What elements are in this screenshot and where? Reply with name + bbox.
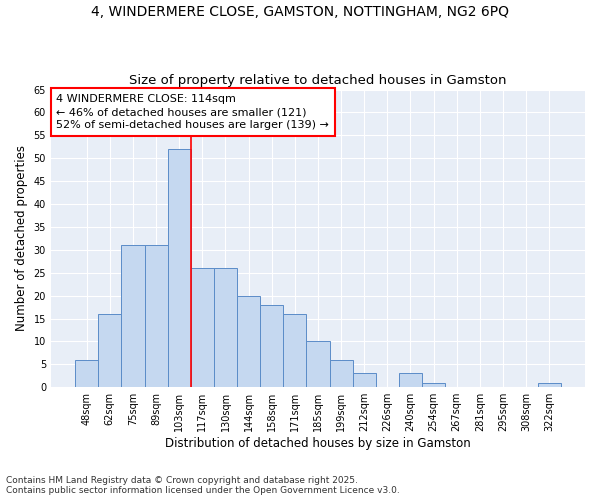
X-axis label: Distribution of detached houses by size in Gamston: Distribution of detached houses by size … bbox=[165, 437, 471, 450]
Bar bbox=[191, 268, 214, 387]
Bar bbox=[260, 305, 283, 387]
Bar bbox=[167, 149, 191, 387]
Bar bbox=[307, 342, 329, 387]
Bar bbox=[538, 382, 561, 387]
Bar bbox=[98, 314, 121, 387]
Text: 4 WINDERMERE CLOSE: 114sqm
← 46% of detached houses are smaller (121)
52% of sem: 4 WINDERMERE CLOSE: 114sqm ← 46% of deta… bbox=[56, 94, 329, 130]
Bar bbox=[329, 360, 353, 387]
Y-axis label: Number of detached properties: Number of detached properties bbox=[15, 146, 28, 332]
Bar bbox=[353, 374, 376, 387]
Text: Contains HM Land Registry data © Crown copyright and database right 2025.
Contai: Contains HM Land Registry data © Crown c… bbox=[6, 476, 400, 495]
Bar bbox=[399, 374, 422, 387]
Bar bbox=[145, 246, 167, 387]
Bar bbox=[75, 360, 98, 387]
Bar bbox=[121, 246, 145, 387]
Text: 4, WINDERMERE CLOSE, GAMSTON, NOTTINGHAM, NG2 6PQ: 4, WINDERMERE CLOSE, GAMSTON, NOTTINGHAM… bbox=[91, 5, 509, 19]
Bar bbox=[422, 382, 445, 387]
Bar bbox=[237, 296, 260, 387]
Bar bbox=[214, 268, 237, 387]
Title: Size of property relative to detached houses in Gamston: Size of property relative to detached ho… bbox=[129, 74, 507, 87]
Bar bbox=[283, 314, 307, 387]
